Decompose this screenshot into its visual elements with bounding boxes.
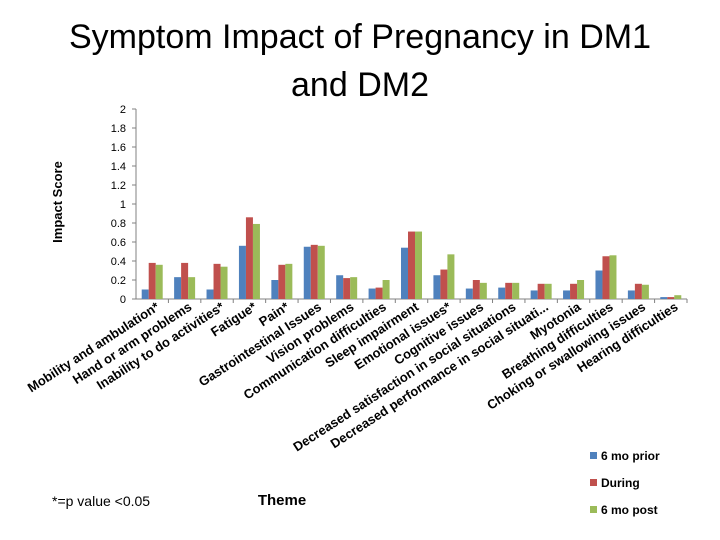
bar bbox=[577, 280, 585, 299]
bar bbox=[245, 217, 253, 299]
bar bbox=[213, 263, 221, 299]
bar bbox=[634, 283, 642, 299]
bar bbox=[563, 290, 571, 299]
y-tick-label: 1 bbox=[120, 199, 126, 211]
y-tick-label: 1.6 bbox=[111, 142, 126, 154]
y-tick-label: 0.6 bbox=[111, 237, 126, 249]
bar bbox=[465, 288, 473, 299]
bar bbox=[641, 284, 649, 299]
bar bbox=[336, 275, 344, 299]
bar bbox=[505, 282, 513, 299]
bar bbox=[317, 245, 325, 299]
bar bbox=[368, 288, 376, 299]
bar bbox=[472, 280, 480, 299]
bar bbox=[252, 223, 260, 299]
bar bbox=[479, 282, 487, 299]
bar bbox=[415, 231, 422, 299]
bar bbox=[148, 262, 156, 299]
chart-title-line-2: and DM2 bbox=[291, 66, 429, 104]
bar bbox=[530, 290, 538, 299]
y-tick-label: 1.2 bbox=[111, 180, 126, 192]
bar bbox=[498, 287, 506, 299]
bar bbox=[141, 289, 149, 299]
bar bbox=[343, 278, 351, 299]
bar bbox=[544, 283, 552, 299]
bar bbox=[382, 280, 390, 299]
bar bbox=[660, 297, 668, 299]
bar bbox=[602, 256, 610, 299]
bar bbox=[667, 297, 675, 299]
bar bbox=[537, 283, 545, 299]
bar bbox=[627, 290, 635, 299]
bar bbox=[570, 283, 578, 299]
y-tick-label: 1.4 bbox=[111, 161, 126, 173]
bar bbox=[303, 246, 311, 299]
bar bbox=[408, 231, 415, 299]
bar bbox=[440, 269, 448, 299]
bar bbox=[174, 277, 182, 299]
bar bbox=[155, 264, 163, 299]
bar bbox=[181, 262, 189, 299]
bar bbox=[595, 270, 603, 299]
bar bbox=[609, 255, 617, 299]
bar bbox=[271, 280, 279, 299]
bar bbox=[512, 282, 520, 299]
y-tick-label: 1.8 bbox=[111, 123, 126, 135]
legend: 6 mo prior During 6 mo post bbox=[590, 449, 660, 517]
bar bbox=[238, 245, 246, 299]
bar bbox=[350, 277, 358, 299]
significance-note: *=p value <0.05 bbox=[52, 493, 150, 509]
legend-swatch bbox=[590, 452, 597, 459]
y-tick-label: 2 bbox=[120, 104, 126, 116]
bar bbox=[220, 266, 228, 299]
bar bbox=[401, 247, 408, 299]
bar bbox=[375, 287, 383, 299]
bar bbox=[447, 254, 455, 299]
legend-label: During bbox=[601, 476, 640, 490]
y-tick-label: 0.4 bbox=[111, 256, 126, 268]
bar bbox=[278, 264, 286, 299]
y-axis-label: Impact Score bbox=[50, 161, 65, 243]
bar bbox=[206, 289, 214, 299]
x-axis-label: Theme bbox=[258, 492, 306, 509]
y-tick-label: 0.2 bbox=[111, 275, 126, 287]
chart-title-line-1: Symptom Impact of Pregnancy in DM1 bbox=[69, 18, 651, 56]
y-tick-label: 0.8 bbox=[111, 218, 126, 230]
bar bbox=[310, 244, 318, 299]
y-tick-label: 0 bbox=[120, 294, 126, 306]
legend-label: 6 mo prior bbox=[601, 449, 660, 463]
bar bbox=[188, 277, 196, 299]
bar bbox=[433, 275, 441, 299]
legend-swatch bbox=[590, 479, 597, 486]
bar bbox=[285, 263, 293, 299]
legend-label: 6 mo post bbox=[601, 503, 658, 517]
legend-swatch bbox=[590, 506, 597, 513]
bar bbox=[674, 295, 682, 299]
